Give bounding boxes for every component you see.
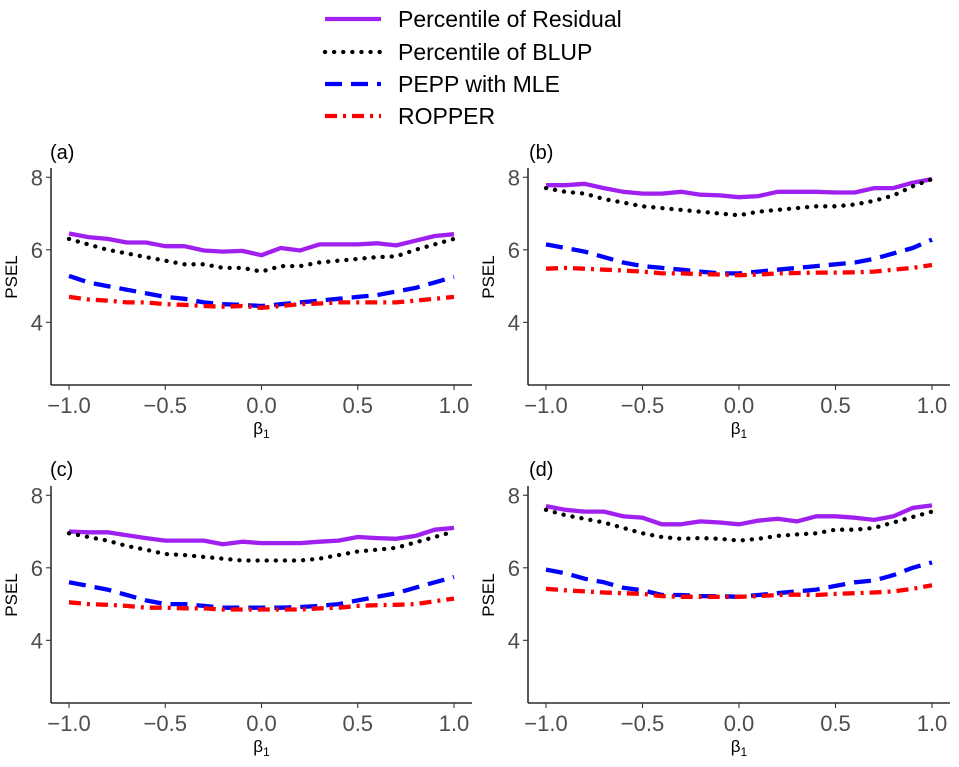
y-tick-label: 4 (31, 310, 43, 335)
x-axis-title: β1 (731, 419, 748, 441)
legend-label-ropper: ROPPER (398, 103, 495, 129)
series-line-ropper (68, 294, 455, 310)
x-tick-label: 0.0 (724, 711, 755, 736)
y-tick-label: 4 (31, 628, 43, 653)
x-tick-label: 1.0 (439, 393, 470, 418)
legend-item-residual: Percentile of Residual (325, 6, 622, 32)
x-tick-label: −0.5 (621, 711, 664, 736)
panel-b: (b) 4 6 8 −1.0 −0.5 0.0 0.5 1.0 β1 PSEL (479, 142, 950, 441)
y-tick-label: 8 (31, 165, 43, 190)
plot-area: 4 6 8 −1.0 −0.5 0.0 0.5 1.0 β1 PSEL (479, 165, 950, 441)
series-line-blup (66, 529, 457, 563)
x-tick-label: −0.5 (621, 393, 664, 418)
x-axis-title: β1 (253, 419, 270, 441)
legend-item-blup: Percentile of BLUP (322, 39, 592, 65)
panel-tag: (c) (50, 459, 73, 481)
y-tick-label: 8 (31, 483, 43, 508)
x-tick-label: −1.0 (524, 711, 567, 736)
panel-a: (a) 4 6 8 −1.0 −0.5 0.0 0.5 1.0 β1 PSEL (2, 142, 472, 441)
panel-c: (c) 4 6 8 −1.0 −0.5 0.0 0.5 1.0 β1 PSEL (2, 459, 472, 759)
panel-tag: (d) (529, 459, 553, 481)
y-tick-label: 6 (31, 556, 43, 581)
y-tick-label: 6 (508, 556, 520, 581)
series-line-ropper (545, 262, 933, 278)
x-tick-label: 1.0 (917, 711, 948, 736)
x-tick-label: 0.5 (342, 393, 373, 418)
x-axis-title: β1 (253, 737, 270, 759)
series-line-residual (545, 503, 933, 527)
y-axis-title: PSEL (479, 255, 498, 298)
legend-item-ropper: ROPPER (325, 103, 495, 129)
legend-label-blup: Percentile of BLUP (398, 39, 592, 65)
series-line-blup (66, 236, 457, 274)
y-tick-label: 4 (508, 310, 520, 335)
series-line-blup (543, 176, 935, 218)
series-line-ropper (68, 596, 455, 612)
series-line-residual (68, 231, 455, 258)
plot-area: 4 6 8 −1.0 −0.5 0.0 0.5 1.0 β1 PSEL (2, 165, 472, 441)
series-line-blup (543, 507, 935, 543)
y-tick-label: 8 (508, 483, 520, 508)
legend-label-residual: Percentile of Residual (398, 6, 622, 32)
x-tick-label: 1.0 (439, 711, 470, 736)
y-tick-label: 6 (508, 238, 520, 263)
series-line-ropper (545, 583, 933, 599)
y-axis-title: PSEL (2, 255, 21, 298)
series-line-residual (68, 525, 455, 547)
x-tick-label: 0.5 (820, 711, 851, 736)
y-axis-title: PSEL (2, 573, 21, 616)
x-tick-label: −0.5 (144, 711, 187, 736)
x-tick-label: 0.0 (724, 393, 755, 418)
panel-tag: (b) (529, 142, 553, 164)
y-tick-label: 4 (508, 628, 520, 653)
x-tick-label: −1.0 (47, 711, 90, 736)
x-tick-label: 0.5 (342, 711, 373, 736)
series-line-residual (546, 176, 933, 200)
y-tick-label: 6 (31, 238, 43, 263)
plot-area: 4 6 8 −1.0 −0.5 0.0 0.5 1.0 β1 PSEL (479, 483, 950, 759)
x-tick-label: −0.5 (144, 393, 187, 418)
x-axis-title: β1 (731, 737, 748, 759)
legend-label-pepp: PEPP with MLE (398, 71, 560, 97)
x-tick-label: 0.0 (246, 711, 277, 736)
x-tick-label: 0.0 (246, 393, 277, 418)
y-axis-title: PSEL (479, 573, 498, 616)
legend-item-pepp: PEPP with MLE (325, 71, 560, 97)
y-tick-label: 8 (508, 165, 520, 190)
legend: Percentile of Residual Percentile of BLU… (322, 6, 622, 129)
x-tick-label: 1.0 (917, 393, 948, 418)
x-tick-label: −1.0 (47, 393, 90, 418)
x-tick-label: −1.0 (524, 393, 567, 418)
panel-tag: (a) (50, 142, 74, 164)
plot-area: 4 6 8 −1.0 −0.5 0.0 0.5 1.0 β1 PSEL (2, 483, 472, 759)
panel-d: (d) 4 6 8 −1.0 −0.5 0.0 0.5 1.0 β1 PSEL (479, 459, 950, 759)
x-tick-label: 0.5 (820, 393, 851, 418)
